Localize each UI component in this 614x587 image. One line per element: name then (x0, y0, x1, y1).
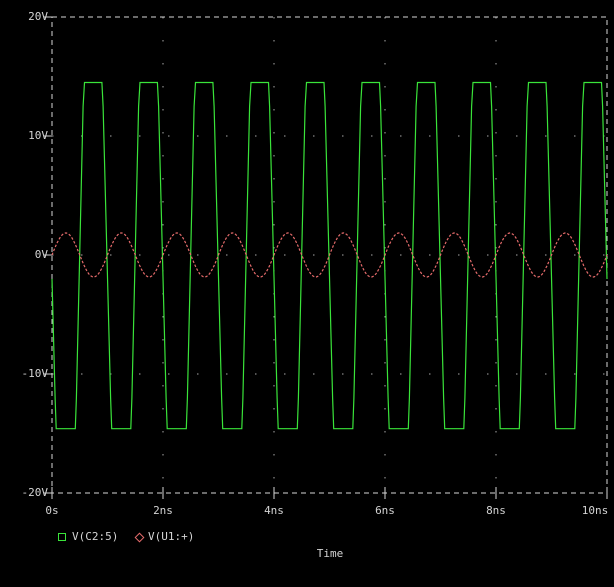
x-tick-label: 0s (45, 504, 59, 517)
y-tick-label: 10V (28, 129, 48, 142)
y-tick-label: 20V (28, 10, 48, 23)
y-tick-label: -20V (21, 486, 49, 499)
x-tick-label: 8ns (486, 504, 506, 517)
x-tick-label: 2ns (153, 504, 173, 517)
trace-V(U1:+) (51, 232, 608, 278)
legend-item-label: V(U1:+) (148, 530, 195, 543)
y-tick-label: -10V (21, 367, 49, 380)
trace-V(C2:5) (51, 81, 608, 430)
x-tick-label: 4ns (264, 504, 284, 517)
legend-item-label: V(C2:5) (72, 530, 119, 543)
x-tick-label: 6ns (375, 504, 395, 517)
x-tick-label: 10ns (581, 504, 609, 517)
y-tick-label: 0V (34, 248, 48, 261)
x-axis-title: Time (316, 547, 344, 560)
square-marker-icon (58, 533, 66, 541)
